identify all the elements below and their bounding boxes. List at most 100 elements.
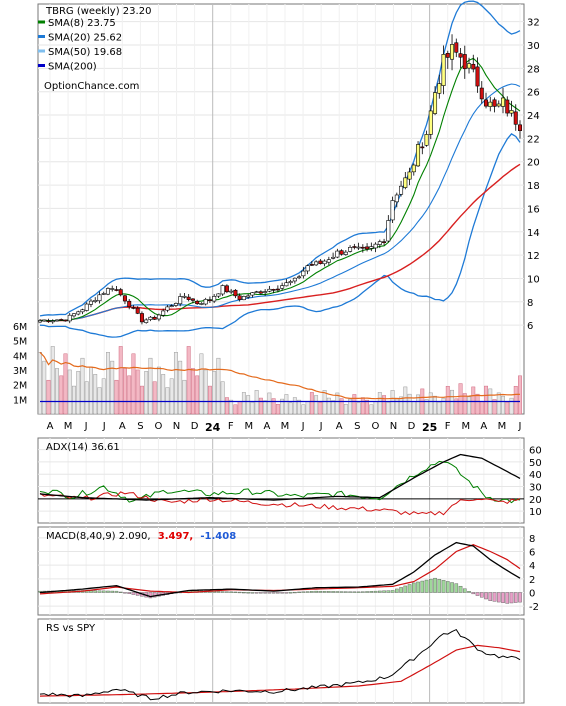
adx-y-tick: 30 (529, 483, 542, 494)
candle-body (416, 144, 421, 167)
volume-bar (237, 401, 242, 415)
candle-body (118, 289, 123, 296)
macd-histogram-bar (361, 591, 365, 593)
candle-body (348, 247, 353, 252)
candle-body (122, 295, 127, 302)
adx-title: ADX(14) 36.61 (46, 442, 120, 453)
volume-bar (50, 346, 55, 415)
macd-line (39, 541, 521, 598)
candle-body (42, 319, 47, 322)
volume-bar (382, 395, 387, 415)
candle-body (377, 241, 382, 245)
volume-bar (441, 397, 446, 415)
candle-body (275, 288, 280, 291)
volume-bar (509, 397, 514, 415)
macd-histogram-bar (288, 592, 293, 594)
macd-histogram-bar (254, 592, 259, 594)
x-month-label: S (137, 421, 143, 432)
candle-body (373, 243, 378, 249)
adx-y-tick: 60 (529, 446, 542, 457)
candle-body (80, 309, 85, 313)
macd-histogram-bar (152, 592, 157, 598)
macd-panel-frame (37, 526, 525, 616)
volume-bar (84, 381, 89, 415)
macd-value: MACD(8,40,9) 2.090, (46, 531, 151, 542)
macd-histogram-bar (216, 591, 221, 593)
price-y-tick: 30 (527, 41, 540, 52)
candle-body (182, 295, 187, 298)
volume-bar (101, 378, 106, 415)
rs-line (39, 628, 521, 701)
price-y-tick: 18 (527, 181, 540, 192)
candle-body (509, 110, 514, 114)
rs-title: RS vs SPY (46, 623, 96, 634)
macd-histogram-bar (246, 592, 250, 594)
x-month-label: O (155, 421, 163, 432)
macd-histogram-bar (467, 591, 471, 593)
candle-body (428, 110, 433, 135)
candle-body (216, 293, 221, 297)
macd-histogram-bar (93, 590, 98, 593)
adx-lines (39, 453, 521, 516)
sma-20-line (39, 83, 521, 322)
volume-bar (292, 397, 297, 415)
macd-histogram-bar (242, 592, 246, 594)
candle-body (297, 276, 302, 279)
rs-average-line (39, 644, 521, 697)
volume-bar (246, 395, 251, 415)
volume-y-tick: 3M (13, 366, 27, 377)
x-month-label: A (336, 421, 343, 432)
candle-body (467, 63, 472, 69)
macd-histogram-bar (148, 592, 153, 599)
macd-histogram-bar (335, 591, 340, 593)
volume-bar (360, 397, 365, 415)
volume-bar (203, 369, 208, 415)
macd-y-tick: -2 (529, 602, 539, 613)
candle-body (186, 296, 191, 300)
macd-histogram-bar (297, 591, 301, 593)
macd-histogram-bar (233, 591, 238, 593)
volume-bar (390, 390, 395, 415)
macd-histogram-bar (420, 580, 425, 593)
rs-panel: RS vs SPY (37, 618, 525, 704)
adx-y-tick: 50 (529, 458, 542, 469)
macd-y-tick: 4 (529, 561, 535, 572)
candle-body (513, 111, 518, 125)
candlesticks (37, 34, 522, 325)
macd-histogram-bar (267, 592, 272, 594)
candle-body (195, 300, 200, 305)
x-month-label: D (408, 421, 416, 432)
x-month-label: J (84, 421, 88, 432)
macd-histogram-bar (305, 591, 310, 593)
candle-body (190, 298, 195, 301)
volume-bar (369, 404, 374, 415)
macd-histogram-bar (450, 582, 454, 593)
volume-bar (135, 369, 140, 415)
candle-body (424, 134, 429, 146)
candle-body (114, 289, 119, 291)
macd-histogram-bar (445, 581, 450, 593)
volume-bar (305, 401, 310, 415)
macd-histogram-bar (276, 592, 280, 594)
candle-body (292, 277, 297, 282)
volume-bar (479, 401, 484, 415)
volume-bar (220, 381, 225, 415)
price-y-tick: 6 (527, 321, 533, 332)
volume-bar (331, 400, 336, 415)
macd-histogram-bar (365, 591, 369, 593)
candle-body (484, 99, 489, 107)
x-month-label: M (461, 421, 470, 432)
candle-body (220, 285, 225, 295)
candle-body (212, 296, 217, 302)
macd-histogram-bar (318, 591, 323, 593)
volume-bar (475, 393, 480, 415)
candle-body (203, 299, 208, 305)
candle-body (331, 256, 336, 259)
volume-bar (267, 392, 272, 415)
macd-histogram-bar (344, 591, 348, 593)
macd-histogram-bar (284, 592, 289, 594)
volume-bar (46, 379, 51, 415)
legend-label: SMA(200) (48, 62, 97, 73)
candle-body (517, 124, 522, 131)
volume-y-tick: 1M (13, 395, 27, 406)
